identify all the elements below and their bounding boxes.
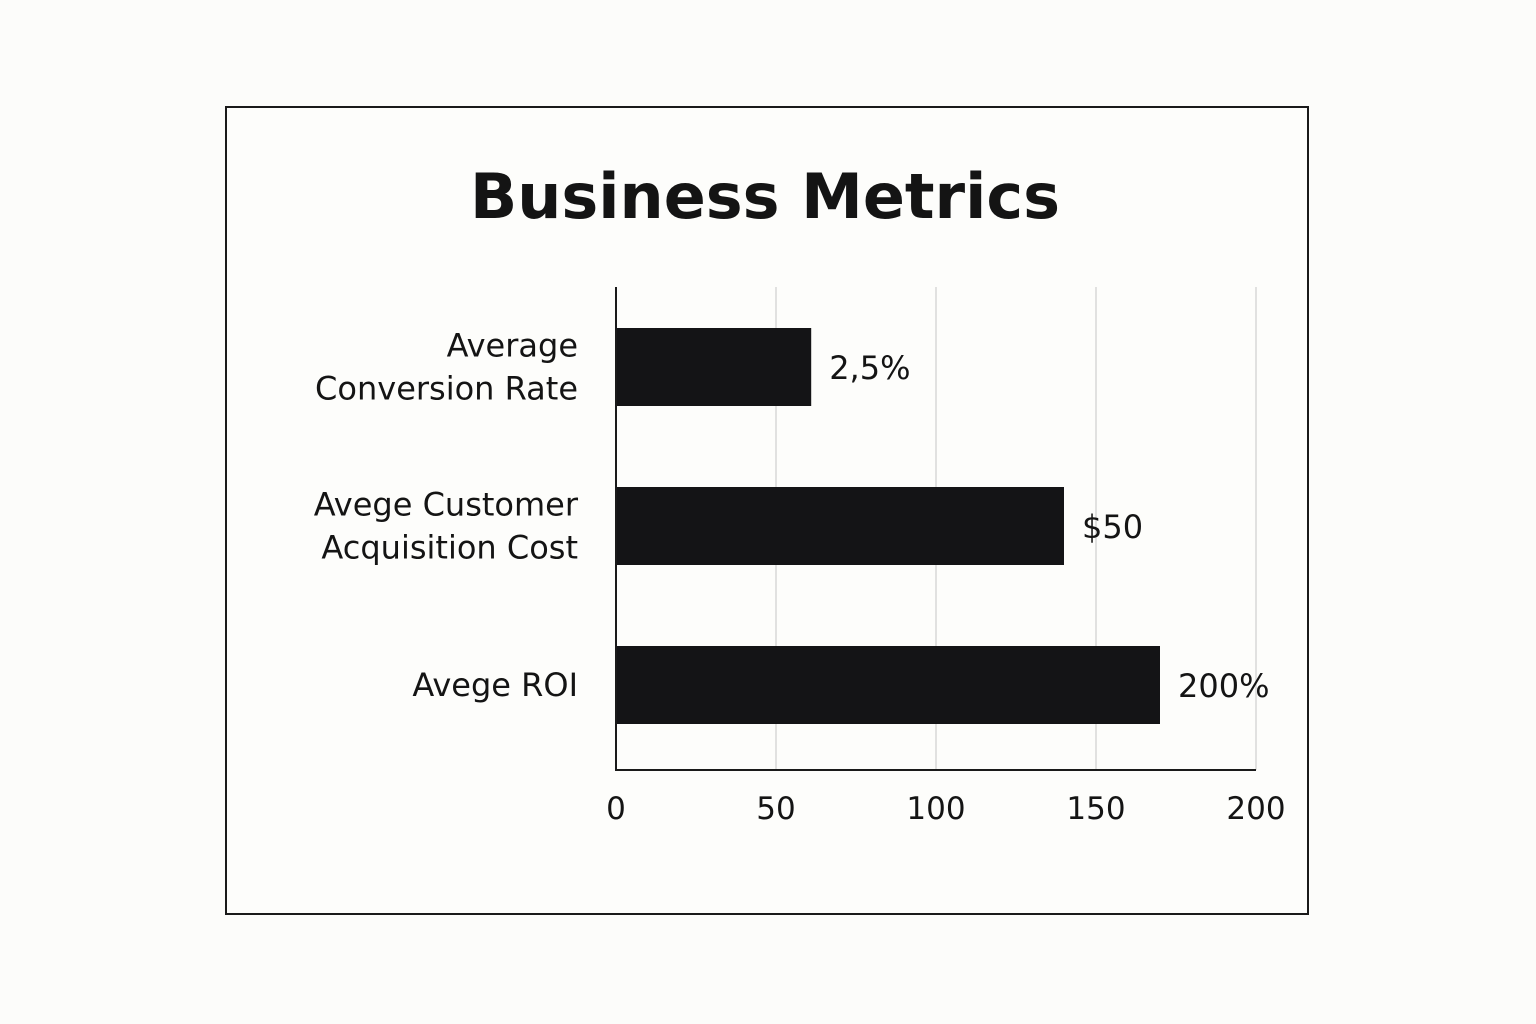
bar-0 [616, 328, 812, 406]
labels: 0 50 100 150 200 Average Conversion Rate Avege … [314, 327, 1286, 828]
data-label-2: 200% [1178, 667, 1269, 705]
bars [616, 328, 1160, 724]
category-label-2-line-0: Avege ROI [412, 666, 578, 704]
x-tick-label-200: 200 [1226, 791, 1285, 827]
bar-1 [616, 487, 1064, 565]
x-tick-label-0: 0 [606, 791, 626, 827]
category-label-0-line-1: Conversion Rate [315, 370, 578, 408]
category-label-0-line-0: Average [447, 327, 578, 365]
bar-2 [616, 646, 1160, 724]
category-label-1-line-1: Acquisition Cost [321, 529, 578, 567]
chart-title: Business Metrics [470, 160, 1060, 233]
data-label-1: $50 [1082, 508, 1143, 546]
x-tick-label-150: 150 [1066, 791, 1125, 827]
data-label-0: 2,5% [829, 349, 910, 387]
x-tick-label-100: 100 [906, 791, 965, 827]
category-label-1-line-0: Avege Customer [314, 486, 579, 524]
x-tick-label-50: 50 [756, 791, 795, 827]
axes [615, 287, 1256, 771]
